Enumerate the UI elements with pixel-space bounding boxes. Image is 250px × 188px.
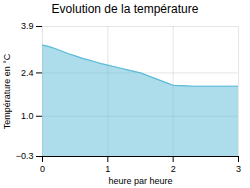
svg-text:1: 1 — [105, 164, 110, 174]
svg-text:3.9: 3.9 — [21, 21, 34, 31]
svg-text:0: 0 — [40, 164, 45, 174]
svg-text:−0.3: −0.3 — [16, 151, 34, 161]
svg-text:2: 2 — [171, 164, 176, 174]
svg-text:3: 3 — [236, 164, 241, 174]
svg-text:2.4: 2.4 — [21, 68, 34, 78]
svg-text:1.0: 1.0 — [21, 111, 34, 121]
svg-text:heure par heure: heure par heure — [108, 176, 172, 186]
svg-text:Température en °C: Température en °C — [2, 53, 12, 129]
html-text:Evolution de la température: Evolution de la température — [51, 2, 199, 16]
